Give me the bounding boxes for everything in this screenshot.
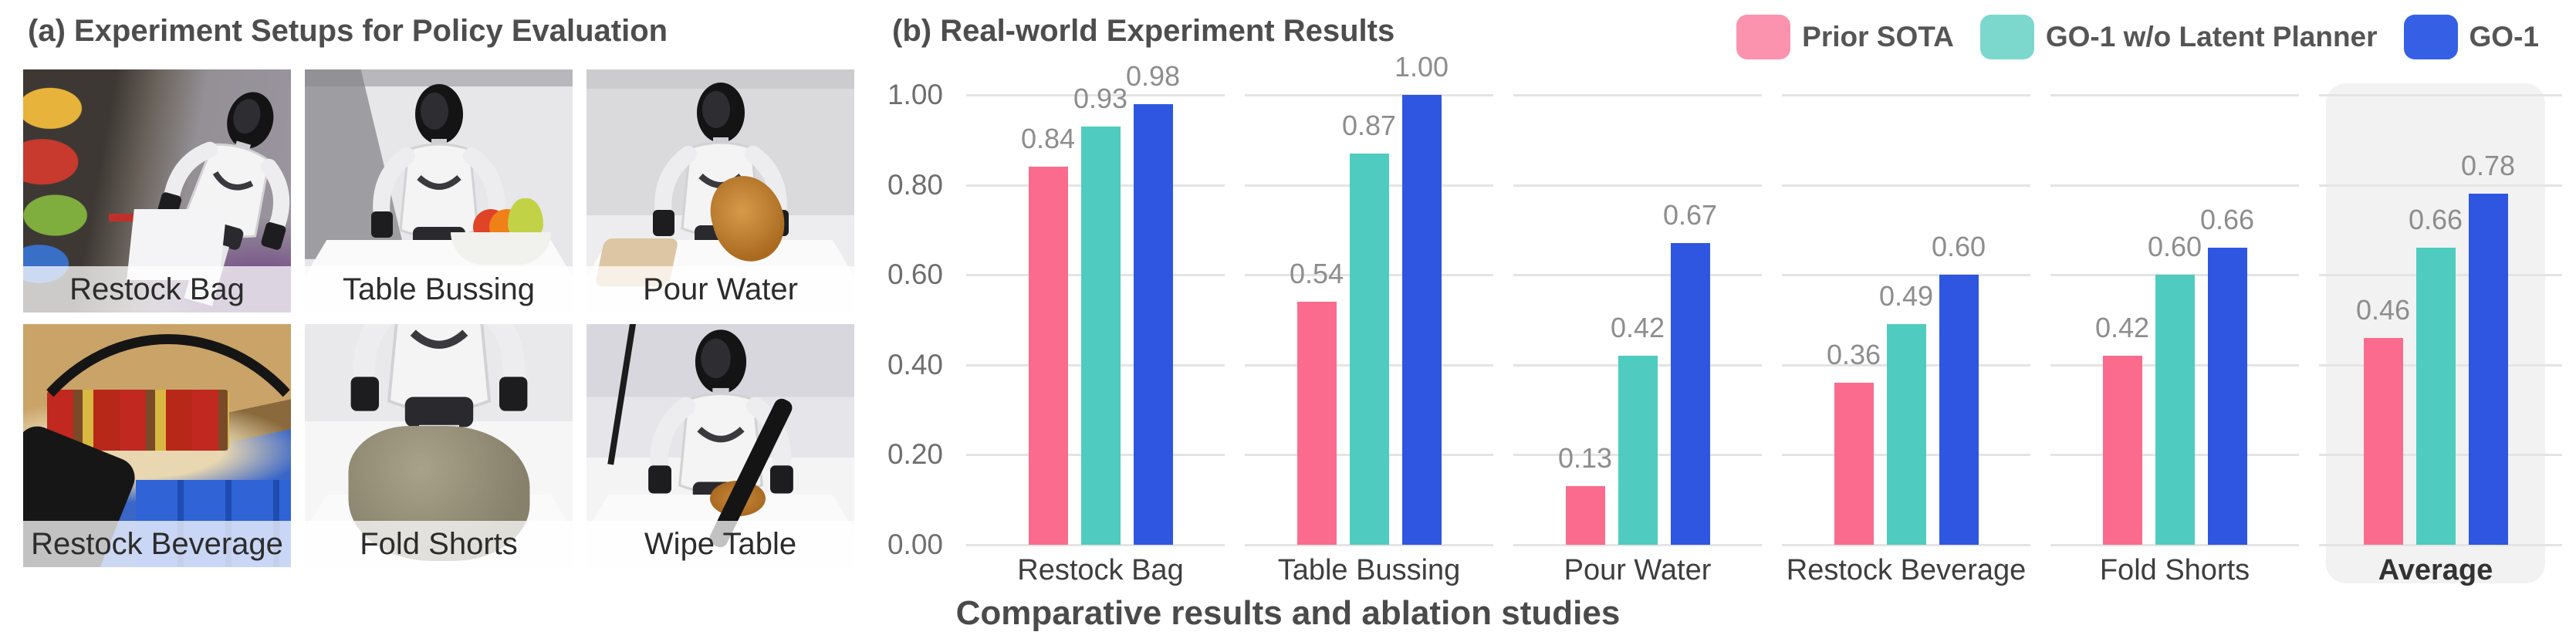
bar-value-label: 0.49 <box>1878 280 1934 313</box>
y-tick-label: 0.20 <box>887 438 943 471</box>
photo-label: Restock Beverage <box>23 521 291 567</box>
bar-go-1-w-o-latent-planner <box>1618 356 1658 545</box>
y-tick-label: 0.40 <box>887 348 943 380</box>
photo-label: Wipe Table <box>587 521 854 567</box>
experiment-photo-grid: Restock Bag Table Bussing Pour Water Res… <box>23 69 854 567</box>
y-tick-label: 0.80 <box>887 168 943 201</box>
photo-fold-shorts: Fold Shorts <box>305 324 573 567</box>
photo-wipe-table: Wipe Table <box>587 324 854 567</box>
bar-value-label: 1.00 <box>1394 51 1449 83</box>
bar-go-1 <box>2468 194 2508 545</box>
gridline <box>2050 544 2299 546</box>
legend-swatch-go1-wo-latent-planner <box>1979 15 2034 59</box>
x-category-label: Average <box>2378 554 2493 586</box>
bar-value-label: 0.66 <box>2408 204 2463 236</box>
gridline <box>1513 184 1762 187</box>
y-tick-label: 0.00 <box>887 529 943 560</box>
bar-go-1 <box>1133 103 1173 545</box>
legend-swatch-prior-sota <box>1736 15 1791 59</box>
legend-label: Prior SOTA <box>1802 21 1954 52</box>
gridline <box>1782 274 2030 277</box>
legend-label: GO-1 <box>2469 21 2539 52</box>
bar-prior-sota <box>1028 167 1068 545</box>
bar-go-1-w-o-latent-planner <box>1349 153 1389 545</box>
x-category-label: Pour Water <box>1564 554 1712 586</box>
fruit-bowl <box>451 232 552 265</box>
legend-swatch-go1 <box>2403 15 2458 59</box>
bar-go-1-w-o-latent-planner <box>2155 275 2195 545</box>
bar-prior-sota <box>2102 356 2142 545</box>
photo-label: Table Bussing <box>305 266 573 313</box>
gridline <box>1513 274 1762 277</box>
y-tick-label: 0.60 <box>887 258 943 291</box>
gridline <box>2319 94 2562 96</box>
bar-go-1 <box>1401 95 1442 545</box>
bar-go-1 <box>1670 243 1710 545</box>
bar-prior-sota <box>1834 383 1874 545</box>
gridline <box>2050 94 2299 96</box>
bar-value-label: 0.54 <box>1289 258 1344 290</box>
photo-table-bussing: Table Bussing <box>305 69 573 313</box>
bar-go-1-w-o-latent-planner <box>2415 248 2456 545</box>
photo-pour-water: Pour Water <box>587 69 854 313</box>
bar-value-label: 0.78 <box>2460 150 2516 182</box>
bar-value-label: 0.46 <box>2355 293 2411 326</box>
bar-go-1-w-o-latent-planner <box>1080 126 1121 545</box>
photo-label: Pour Water <box>587 266 854 313</box>
bar-value-label: 0.93 <box>1073 82 1128 114</box>
bar-value-label: 0.13 <box>1557 442 1613 475</box>
x-category-label: Table Bussing <box>1277 554 1461 586</box>
gridline <box>1245 544 1493 546</box>
legend-label: GO-1 w/o Latent Planner <box>2045 21 2378 52</box>
bar-prior-sota <box>2363 337 2403 545</box>
legend-item-go1: GO-1 <box>2403 15 2539 59</box>
x-category-label: Restock Bag <box>1017 554 1184 586</box>
gridline <box>966 94 1225 96</box>
photo-label: Restock Bag <box>23 266 291 313</box>
x-category-label: Fold Shorts <box>2099 554 2250 586</box>
gridline <box>2319 184 2562 187</box>
panel-a-title: (a) Experiment Setups for Policy Evaluat… <box>28 14 668 48</box>
x-category-label: Restock Beverage <box>1786 554 2027 586</box>
gridline <box>2050 184 2299 187</box>
gridline <box>1513 544 1762 546</box>
bar-go-1 <box>2207 248 2247 545</box>
bar-go-1-w-o-latent-planner <box>1886 324 1926 545</box>
gridline <box>1782 544 2030 546</box>
bar-value-label: 0.42 <box>2094 312 2150 344</box>
bar-value-label: 0.42 <box>1610 312 1665 344</box>
photo-label: Fold Shorts <box>305 521 573 567</box>
bar-value-label: 0.66 <box>2199 204 2255 236</box>
gridline <box>1782 94 2030 96</box>
bar-go-1 <box>1939 275 1979 545</box>
photo-restock-bag: Restock Bag <box>23 69 291 313</box>
bar-value-label: 0.98 <box>1125 59 1181 92</box>
bar-value-label: 0.60 <box>1931 231 1986 263</box>
figure-caption: Comparative results and ablation studies <box>955 594 1621 632</box>
bar-value-label: 0.36 <box>1826 339 1881 371</box>
gridline <box>1513 94 1762 96</box>
bar-prior-sota <box>1296 302 1337 545</box>
gridline <box>966 544 1225 546</box>
photo-restock-beverage: Restock Beverage <box>23 324 291 567</box>
panel-b-title: (b) Real-world Experiment Results <box>892 14 1395 48</box>
gridline <box>1782 184 2030 187</box>
bar-value-label: 0.60 <box>2147 231 2202 263</box>
chart-legend: Prior SOTA GO-1 w/o Latent Planner GO-1 <box>1736 15 2539 59</box>
bar-prior-sota <box>1565 486 1605 545</box>
gridline <box>2319 544 2562 546</box>
y-tick-label: 1.00 <box>887 79 943 110</box>
bar-value-label: 0.84 <box>1020 123 1076 155</box>
bar-value-label: 0.67 <box>1662 199 1718 231</box>
legend-item-prior-sota: Prior SOTA <box>1736 15 1954 59</box>
gridline <box>1245 94 1493 96</box>
bar-value-label: 0.87 <box>1341 109 1397 141</box>
legend-item-go1-wo-latent-planner: GO-1 w/o Latent Planner <box>1979 15 2378 59</box>
